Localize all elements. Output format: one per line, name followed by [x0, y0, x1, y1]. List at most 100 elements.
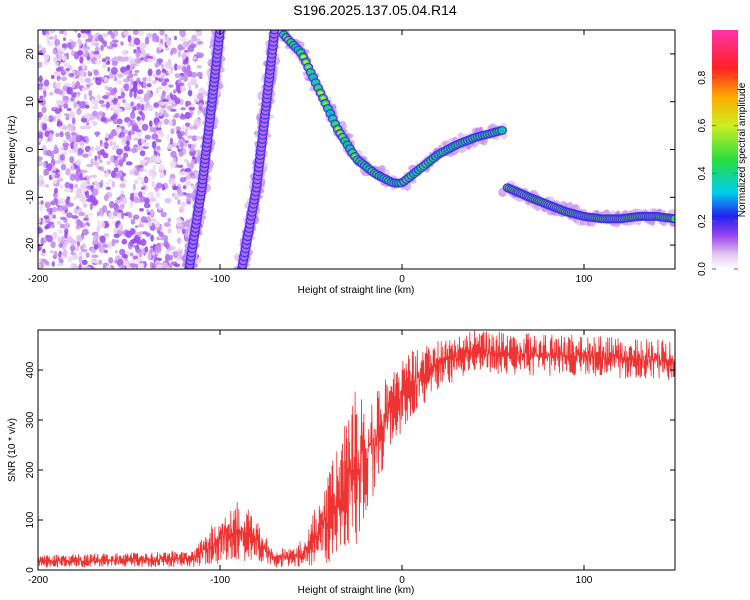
heatmap-noise-cell — [92, 105, 99, 110]
heatmap-noise-cell — [108, 257, 114, 264]
heatmap-noise-cell — [72, 134, 77, 142]
heatmap-noise-cell — [187, 45, 195, 53]
heatmap-noise-cell — [75, 174, 81, 182]
heatmap-noise-cell — [191, 135, 198, 142]
heatmap-noise-cell — [58, 206, 63, 213]
heatmap-noise-cell — [197, 41, 204, 45]
heatmap-noise-cell — [145, 209, 150, 213]
heatmap-noise-cell — [123, 101, 130, 110]
heatmap-noise-cell — [55, 159, 62, 165]
heatmap-noise-cell — [46, 208, 50, 213]
heatmap-noise-cell — [164, 78, 170, 83]
heatmap-noise-cell — [42, 218, 46, 226]
heatmap-noise-cell — [71, 132, 77, 137]
heatmap-noise-cell — [133, 137, 140, 141]
heatmap-noise-cell — [187, 135, 193, 139]
heatmap-noise-cell — [64, 181, 71, 189]
heatmap-noise-cell — [96, 211, 101, 217]
heatmap-noise-cell — [44, 130, 50, 138]
heatmap-noise-cell — [130, 111, 136, 120]
heatmap-noise-cell — [100, 211, 104, 217]
heatmap-noise-cell — [48, 132, 54, 140]
snr-axes: -200 -100 0 100 0 100 200 300 400 — [25, 330, 675, 586]
heatmap-noise-cell — [45, 33, 49, 40]
heatmap-noise-cell — [108, 97, 115, 101]
heatmap-noise-cell — [69, 173, 76, 181]
heatmap-noise-cell — [190, 103, 195, 108]
heatmap-noise-cell — [73, 101, 78, 109]
heatmap-noise-cell — [55, 112, 62, 119]
heatmap-noise-cell — [93, 33, 97, 40]
heatmap-noise-cell — [96, 94, 101, 101]
heatmap-noise-cell — [143, 168, 148, 173]
heatmap-noise-cell — [110, 155, 115, 163]
heatmap-noise-cell — [67, 86, 73, 95]
heatmap-noise-cell — [90, 146, 95, 152]
heatmap-noise-cell — [112, 211, 118, 217]
heatmap-noise-cell — [64, 188, 71, 193]
heatmap-noise-cell — [127, 121, 131, 128]
heatmap-noise-cell — [180, 107, 186, 111]
heatmap-noise-cell — [63, 30, 68, 37]
heatmap-noise-cell — [111, 181, 116, 188]
heatmap-noise-cell — [116, 118, 123, 125]
heatmap-noise-cell — [94, 59, 102, 65]
heatmap-noise-cell — [184, 122, 191, 127]
heatmap-noise-cell — [90, 39, 96, 47]
heatmap-noise-cell — [192, 94, 197, 100]
heatmap-track-mid — [271, 30, 279, 34]
heatmap-noise-cell — [61, 43, 68, 48]
heatmap-noise-cell — [129, 78, 134, 83]
heatmap-noise-cell — [79, 56, 84, 64]
heatmap-noise-cell — [48, 115, 54, 123]
heatmap-noise-cell — [114, 250, 118, 254]
heatmap-noise-cell — [58, 89, 64, 96]
heatmap-noise-cell — [84, 42, 88, 49]
heatmap-noise-cell — [71, 81, 76, 89]
heatmap-noise-cell — [50, 74, 55, 80]
heatmap-noise-cell — [77, 151, 83, 156]
heatmap-noise-cell — [147, 169, 153, 176]
snr-panel: -200 -100 0 100 0 100 200 300 400 Height of stra… — [7, 329, 676, 596]
heatmap-noise-cell — [186, 113, 191, 119]
snr-x-tick-label: -100 — [210, 575, 230, 586]
heatmap-noise-cell — [188, 106, 196, 111]
heatmap-noise-cell — [184, 167, 192, 173]
heatmap-noise-cell — [78, 40, 83, 47]
heatmap-noise-cell — [184, 140, 189, 144]
heatmap-noise-cell — [81, 62, 87, 70]
heatmap-noise-cell — [69, 183, 74, 190]
heatmap-noise-cell — [38, 160, 43, 167]
heatmap-noise-cell — [108, 201, 115, 209]
heatmap-noise-cell — [177, 199, 181, 205]
heatmap-noise-cell — [151, 173, 156, 181]
heatmap-noise-cell — [71, 164, 75, 172]
heatmap-noise-cell — [116, 258, 124, 267]
heatmap-noise-cell — [130, 63, 137, 67]
heatmap-noise-cell — [161, 261, 166, 269]
heatmap-noise-cell — [191, 34, 198, 42]
heatmap-noise-cell — [155, 157, 162, 163]
heatmap-noise-cell — [136, 119, 142, 127]
heatmap-noise-cell — [159, 171, 165, 179]
heatmap-noise-cell — [129, 252, 134, 257]
heatmap-noise-cell — [115, 127, 122, 133]
heatmap-noise-cell — [76, 91, 81, 96]
heatmap-noise-cell — [54, 108, 61, 114]
heatmap-noise-cell — [168, 263, 173, 269]
heatmap-noise-cell — [147, 211, 151, 216]
heatmap-noise-cell — [76, 234, 83, 242]
heatmap-noise-cell — [55, 82, 62, 86]
heatmap-noise-cell — [141, 190, 146, 196]
heatmap-noise-cell — [138, 231, 142, 237]
heatmap-noise-cell — [97, 166, 102, 171]
heatmap-noise-cell — [196, 65, 202, 69]
heatmap-noise-cell — [51, 150, 58, 155]
heatmap-noise-cell — [115, 144, 120, 148]
heatmap-noise-cell — [190, 174, 197, 179]
heatmap-noise-cell — [196, 71, 203, 77]
heatmap-noise-cell — [95, 133, 99, 137]
heatmap-noise-cell — [156, 182, 163, 189]
heatmap-noise-cell — [182, 185, 187, 190]
heatmap-noise-cell — [55, 99, 62, 105]
